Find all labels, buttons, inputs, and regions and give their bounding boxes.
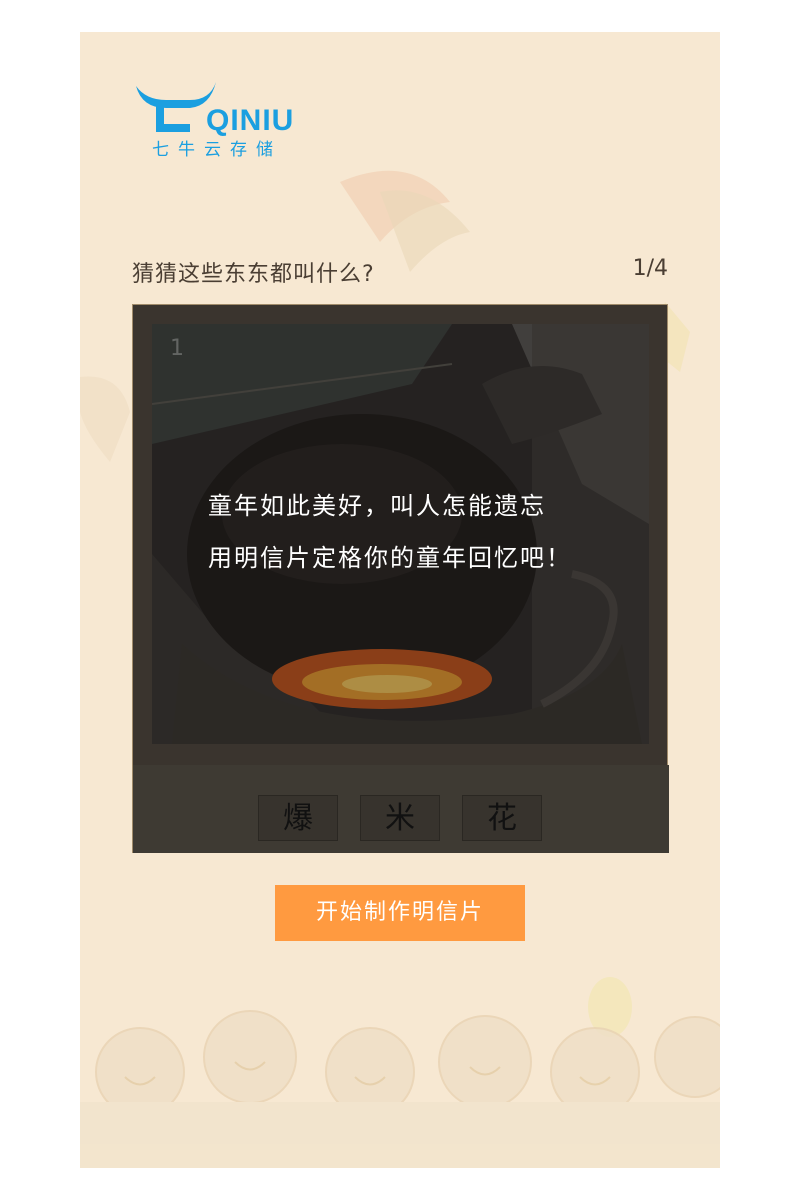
- bull-horns-icon: [136, 82, 216, 132]
- photo-caption-line-1: 童年如此美好，叫人怎能遗忘: [208, 492, 546, 520]
- answer-slot-3[interactable]: 花: [462, 795, 542, 841]
- answer-bar: 爆 米 花: [133, 765, 669, 853]
- quiz-photo: 1 童年如此美好，叫人怎能遗忘 用明信片定格你的童年回忆吧！: [152, 324, 649, 744]
- answer-slot-1[interactable]: 爆: [258, 795, 338, 841]
- qiniu-logo: QINIU 七牛云存储: [132, 80, 322, 170]
- start-making-postcard-button[interactable]: 开始制作明信片: [275, 885, 525, 941]
- answer-slot-2[interactable]: 米: [360, 795, 440, 841]
- popcorn-machine-image: [152, 324, 649, 744]
- logo-subtitle: 七牛云存储: [152, 140, 282, 160]
- photo-number: 1: [170, 336, 184, 361]
- page-card: QINIU 七牛云存储 猜猜这些东东都叫什么? 1/4: [80, 32, 720, 1168]
- photo-caption-line-2: 用明信片定格你的童年回忆吧！: [208, 544, 572, 572]
- photo-dim-overlay: [152, 324, 649, 744]
- quiz-question: 猜猜这些东东都叫什么?: [132, 262, 375, 287]
- quiz-card: 1 童年如此美好，叫人怎能遗忘 用明信片定格你的童年回忆吧！ 爆 米 花: [132, 304, 669, 853]
- logo-wordmark: QINIU: [206, 104, 295, 137]
- quiz-progress: 1/4: [632, 256, 668, 281]
